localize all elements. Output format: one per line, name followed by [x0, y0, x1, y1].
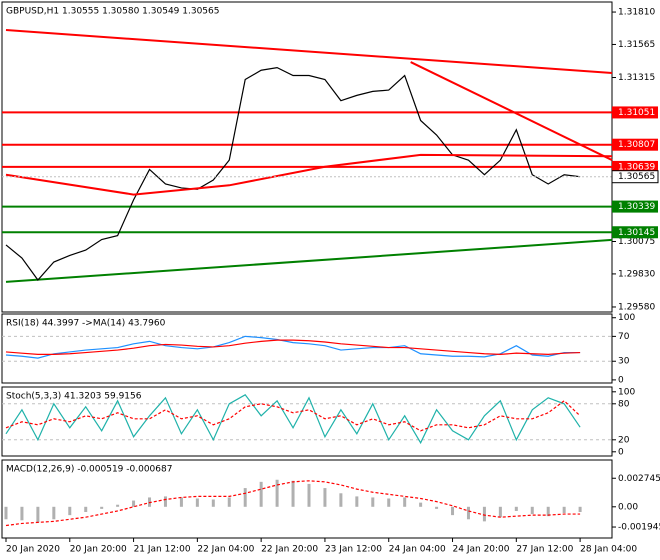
series-line [5, 480, 581, 527]
histogram-bar [163, 496, 167, 507]
histogram-bar [403, 497, 407, 507]
y-tick-label: 0 [618, 447, 624, 457]
y-tick-label: 0.00 [618, 502, 638, 512]
y-tick-label: 100 [618, 313, 635, 323]
panel-frame [1, 386, 613, 457]
histogram-bar [371, 497, 375, 507]
y-tick-label: -0.001945 [618, 523, 660, 533]
y-tick-label: 1.29830 [618, 269, 655, 279]
histogram-bar [514, 506, 518, 511]
y-tick-label: 1.31565 [618, 40, 655, 50]
last-price-box [611, 170, 659, 184]
x-tick-label: 23 Jan 12:00 [325, 545, 382, 555]
histogram-bar [68, 506, 72, 516]
series-line [5, 335, 581, 359]
histogram-bar [451, 506, 455, 516]
y-tick-label: 1.29580 [618, 302, 655, 312]
histogram-bar [482, 506, 486, 522]
x-tick-label: 22 Jan 20:00 [261, 545, 318, 555]
level-label: 1.30807 [618, 140, 655, 150]
histogram-bar [227, 497, 231, 507]
level-label-box [612, 226, 658, 239]
x-tick-label: 28 Jan 04:00 [580, 545, 637, 555]
histogram-bar [562, 506, 566, 514]
level-label: 1.31051 [618, 108, 655, 118]
histogram-bar [291, 480, 295, 507]
level-label-box [612, 138, 658, 151]
histogram-bar [132, 500, 136, 507]
histogram-bar [211, 499, 215, 507]
histogram-bar [435, 506, 439, 509]
x-tick-label: 21 Jan 12:00 [134, 545, 191, 555]
level-label: 1.30339 [618, 202, 655, 212]
level-label-box [612, 160, 658, 173]
histogram-bar [179, 497, 183, 507]
y-tick-label: 80 [618, 399, 630, 409]
level-label: 1.30145 [618, 228, 655, 238]
panel-frame [1, 313, 613, 384]
histogram-bar [530, 506, 534, 515]
x-tick-label: 22 Jan 04:00 [197, 545, 254, 555]
histogram-bar [339, 493, 343, 507]
panel-title: MACD(12,26,9) -0.000519 -0.000687 [6, 465, 172, 475]
y-tick-label: 1.31315 [618, 73, 655, 83]
series-line [5, 394, 581, 445]
histogram-bar [387, 498, 391, 507]
histogram-bar [100, 506, 104, 509]
panel-title: Stoch(5,3,3) 41.3203 59.9156 [6, 392, 142, 402]
x-tick-label: 27 Jan 12:00 [516, 545, 573, 555]
y-tick-label: 70 [618, 332, 630, 342]
series-line [5, 339, 581, 356]
histogram-bar [355, 496, 359, 507]
y-tick-label: 1.30075 [618, 237, 655, 247]
histogram-bar [578, 506, 582, 512]
histogram-bar [323, 488, 327, 507]
y-tick-label: 0.002745 [618, 474, 660, 484]
series-line [5, 153, 613, 196]
last-price-label: 1.30565 [618, 172, 655, 182]
y-tick-label: 0 [618, 375, 624, 385]
histogram-bar [466, 506, 470, 520]
histogram-bar [419, 502, 423, 507]
histogram-bar [307, 483, 311, 507]
panel-title: GBPUSD,H1 1.30555 1.30580 1.30549 1.3056… [6, 7, 219, 17]
x-tick-label: 24 Jan 04:00 [389, 545, 446, 555]
y-tick-label: 100 [618, 387, 635, 397]
series-line [5, 66, 581, 281]
histogram-bar [259, 481, 263, 507]
histogram-bar [195, 498, 199, 507]
histogram-bar [116, 504, 120, 507]
y-tick-label: 30 [618, 357, 630, 367]
histogram-bar [52, 506, 56, 520]
y-tick-label: 20 [618, 435, 630, 445]
panel-title: RSI(18) 44.3997 ->MA(14) 43.7960 [6, 319, 166, 329]
histogram-bar [498, 506, 502, 518]
histogram-bar [20, 506, 24, 521]
level-label-box [612, 200, 658, 213]
series-line [5, 400, 581, 432]
histogram-bar [275, 479, 279, 507]
x-tick-label: 20 Jan 20:00 [70, 545, 127, 555]
level-label-box [612, 106, 658, 119]
y-tick-label: 1.31810 [618, 8, 655, 18]
histogram-bar [243, 488, 247, 507]
trend-line [5, 29, 613, 75]
histogram-bar [4, 506, 8, 520]
histogram-bar [546, 506, 550, 517]
level-label: 1.30639 [618, 162, 655, 172]
trend-line [5, 238, 613, 283]
x-tick-label: 24 Jan 20:00 [453, 545, 510, 555]
histogram-bar [84, 506, 88, 512]
panel-frame [1, 1, 613, 313]
panel-frame [1, 459, 613, 539]
x-tick-label: 20 Jan 2020 [6, 545, 60, 555]
histogram-bar [36, 506, 40, 523]
